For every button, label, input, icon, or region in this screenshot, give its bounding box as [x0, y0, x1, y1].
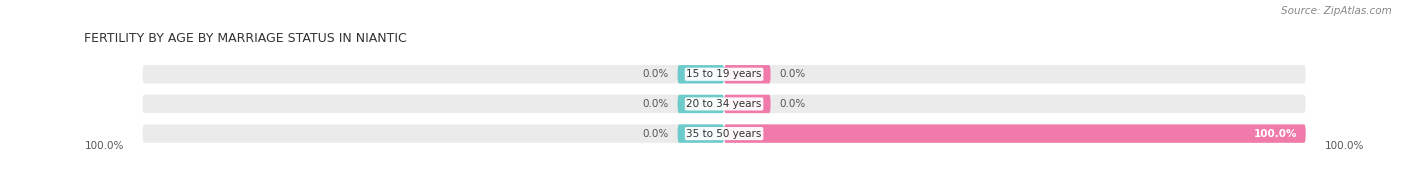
Text: 100.0%: 100.0%: [1253, 129, 1296, 139]
FancyBboxPatch shape: [142, 124, 724, 143]
Text: 100.0%: 100.0%: [84, 141, 124, 151]
Text: 15 to 19 years: 15 to 19 years: [686, 69, 762, 79]
Text: 20 to 34 years: 20 to 34 years: [686, 99, 762, 109]
FancyBboxPatch shape: [724, 124, 1306, 143]
Text: 0.0%: 0.0%: [779, 69, 806, 79]
Text: 0.0%: 0.0%: [643, 69, 669, 79]
Text: Source: ZipAtlas.com: Source: ZipAtlas.com: [1281, 6, 1392, 16]
FancyBboxPatch shape: [678, 124, 724, 143]
Text: 35 to 50 years: 35 to 50 years: [686, 129, 762, 139]
Text: 100.0%: 100.0%: [1324, 141, 1364, 151]
Text: FERTILITY BY AGE BY MARRIAGE STATUS IN NIANTIC: FERTILITY BY AGE BY MARRIAGE STATUS IN N…: [84, 32, 408, 45]
Text: 0.0%: 0.0%: [779, 99, 806, 109]
FancyBboxPatch shape: [678, 65, 724, 83]
FancyBboxPatch shape: [724, 65, 1306, 83]
FancyBboxPatch shape: [724, 65, 770, 83]
FancyBboxPatch shape: [724, 95, 1306, 113]
Text: 0.0%: 0.0%: [643, 129, 669, 139]
FancyBboxPatch shape: [678, 95, 724, 113]
FancyBboxPatch shape: [142, 65, 724, 83]
FancyBboxPatch shape: [724, 95, 770, 113]
Text: 0.0%: 0.0%: [643, 99, 669, 109]
FancyBboxPatch shape: [142, 95, 724, 113]
FancyBboxPatch shape: [724, 124, 1306, 143]
